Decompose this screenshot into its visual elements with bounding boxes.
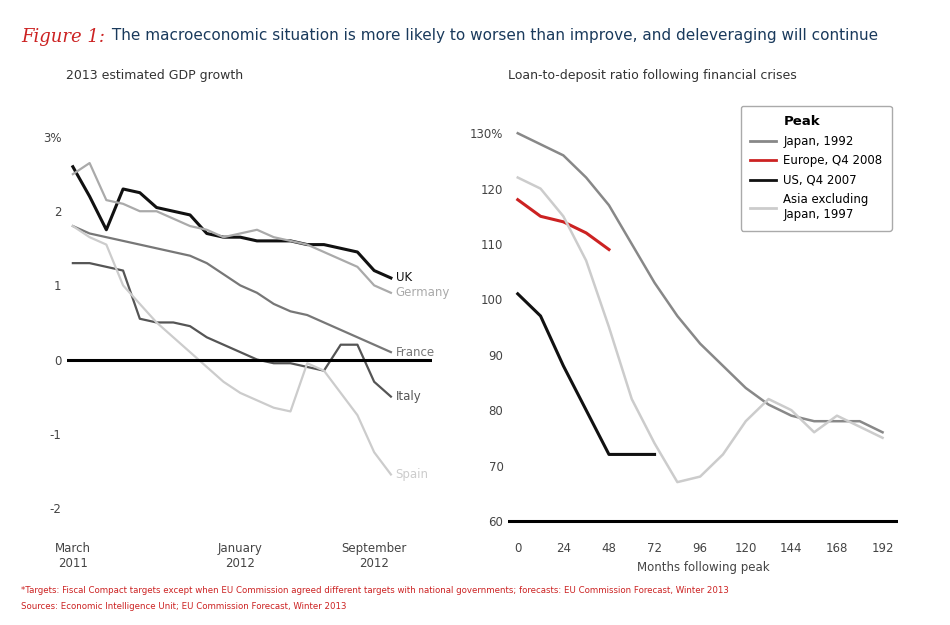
- Text: Sources: Economic Intelligence Unit; EU Commission Forecast, Winter 2013: Sources: Economic Intelligence Unit; EU …: [21, 602, 347, 611]
- Text: Figure 1:: Figure 1:: [21, 28, 104, 46]
- Text: The macroeconomic situation is more likely to worsen than improve, and deleverag: The macroeconomic situation is more like…: [107, 28, 879, 43]
- Text: 2013 estimated GDP growth: 2013 estimated GDP growth: [66, 69, 243, 82]
- Text: Italy: Italy: [395, 390, 422, 403]
- Text: UK: UK: [395, 271, 411, 284]
- Text: France: France: [395, 346, 435, 359]
- Legend: Peak, Japan, 1992, Europe, Q4 2008, US, Q4 2007, Asia excluding
Japan, 1997: Peak, Japan, 1992, Europe, Q4 2008, US, …: [741, 106, 892, 231]
- X-axis label: Months following peak: Months following peak: [636, 561, 770, 574]
- Text: Loan-to-deposit ratio following financial crises: Loan-to-deposit ratio following financia…: [508, 69, 797, 82]
- Text: Spain: Spain: [395, 468, 428, 481]
- Text: Germany: Germany: [395, 286, 450, 299]
- Text: *Targets: Fiscal Compact targets except when EU Commission agreed different targ: *Targets: Fiscal Compact targets except …: [21, 586, 729, 595]
